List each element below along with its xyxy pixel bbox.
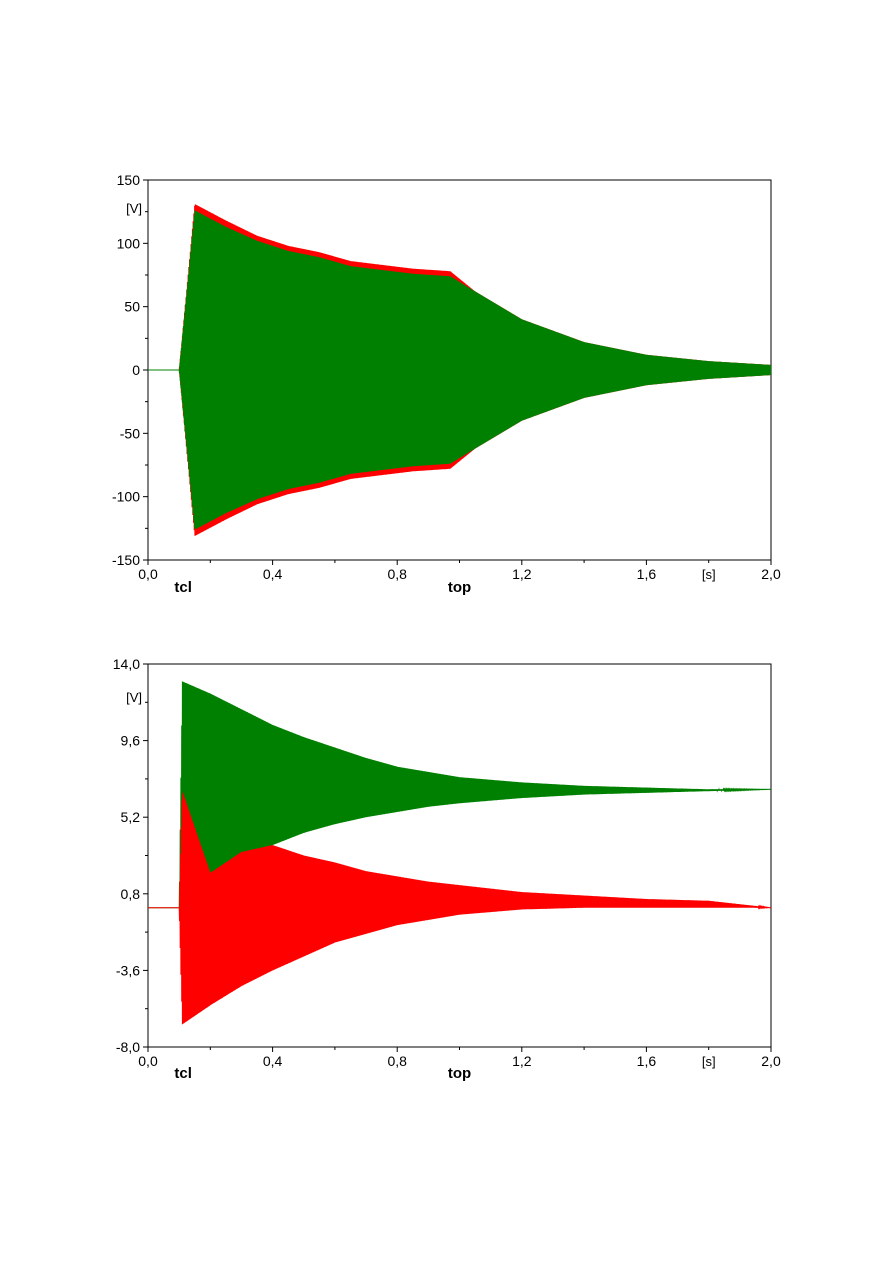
x-tick-label: 0,4 xyxy=(263,566,283,582)
x-tick-label: 0,4 xyxy=(263,1053,283,1069)
marker-tcl: tcl xyxy=(174,579,192,596)
y-tick-label: -8,0 xyxy=(116,1039,140,1055)
y-tick-label: 0,8 xyxy=(121,886,141,902)
x-axis-unit: [s] xyxy=(702,567,716,582)
x-tick-label: 1,2 xyxy=(512,566,532,582)
x-tick-label: 0,0 xyxy=(138,566,158,582)
y-axis-label: [V] xyxy=(126,201,142,216)
series-line-2 xyxy=(148,210,771,530)
x-tick-label: 0,8 xyxy=(387,566,407,582)
y-tick-label: -150 xyxy=(112,552,140,568)
series-line-1 xyxy=(148,681,771,909)
y-tick-label: -50 xyxy=(120,425,140,441)
y-tick-label: -100 xyxy=(112,489,140,505)
marker-top: top xyxy=(448,579,471,596)
x-tick-label: 1,6 xyxy=(637,1053,657,1069)
x-tick-label: 0,8 xyxy=(387,1053,407,1069)
x-tick-label: 0,0 xyxy=(138,1053,158,1069)
x-axis-unit: [s] xyxy=(702,1054,716,1069)
x-tick-label: 1,2 xyxy=(512,1053,532,1069)
x-tick-label: 1,6 xyxy=(637,566,657,582)
series-line-2 xyxy=(148,792,771,1025)
y-tick-label: 5,2 xyxy=(121,809,141,825)
marker-tcl: tcl xyxy=(174,1065,192,1082)
y-tick-label: -3,6 xyxy=(116,962,140,978)
x-tick-label: 2,0 xyxy=(761,1053,781,1069)
y-tick-label: 0 xyxy=(132,362,140,378)
y-axis-label: [V] xyxy=(126,690,142,705)
x-tick-label: 2,0 xyxy=(761,566,781,582)
y-tick-label: 150 xyxy=(117,172,141,188)
y-tick-label: 9,6 xyxy=(121,733,141,749)
y-tick-label: 50 xyxy=(124,299,140,315)
y-tick-label: 14,0 xyxy=(113,656,140,672)
y-tick-label: 100 xyxy=(117,235,141,251)
chart-voltage-bottom: 14,0 9,6 5,2 0,8 -3,6 -8,00,0 0,4 0,8 1,2 1,6 2,0 [… xyxy=(113,656,781,1082)
marker-top: top xyxy=(448,1065,471,1082)
